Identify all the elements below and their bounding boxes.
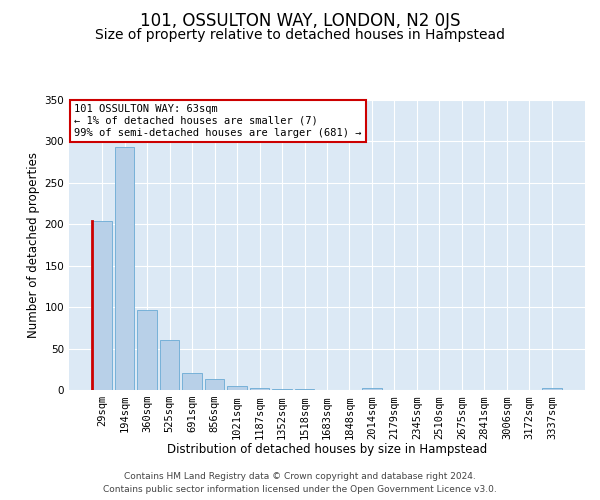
Text: Size of property relative to detached houses in Hampstead: Size of property relative to detached ho… [95,28,505,42]
Bar [227,386,247,390]
Bar [137,310,157,390]
Bar [362,388,382,390]
X-axis label: Distribution of detached houses by size in Hampstead: Distribution of detached houses by size … [167,443,487,456]
Text: Contains HM Land Registry data © Crown copyright and database right 2024.
Contai: Contains HM Land Registry data © Crown c… [103,472,497,494]
Bar [272,389,292,390]
Y-axis label: Number of detached properties: Number of detached properties [27,152,40,338]
Text: 101 OSSULTON WAY: 63sqm
← 1% of detached houses are smaller (7)
99% of semi-deta: 101 OSSULTON WAY: 63sqm ← 1% of detached… [74,104,362,138]
Bar [182,372,202,390]
Bar [250,388,269,390]
Text: 101, OSSULTON WAY, LONDON, N2 0JS: 101, OSSULTON WAY, LONDON, N2 0JS [140,12,460,30]
Bar [542,388,562,390]
Bar [160,340,179,390]
Bar [205,379,224,390]
Bar [295,389,314,390]
Bar [115,147,134,390]
Bar [92,221,112,390]
